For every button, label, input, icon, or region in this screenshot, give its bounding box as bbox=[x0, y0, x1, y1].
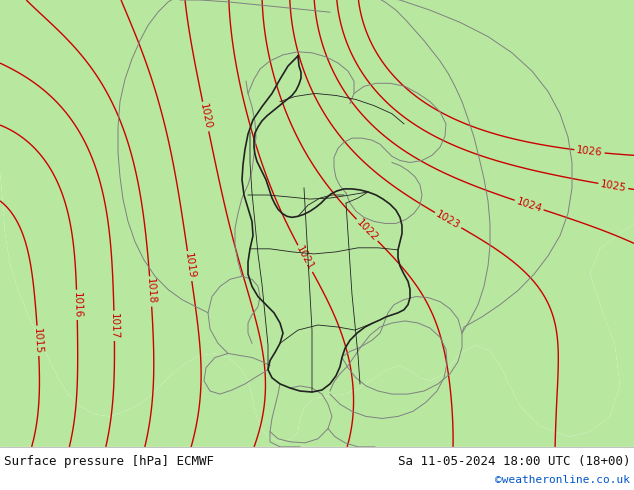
Text: 1020: 1020 bbox=[198, 103, 213, 130]
Text: ©weatheronline.co.uk: ©weatheronline.co.uk bbox=[495, 475, 630, 485]
Text: 1017: 1017 bbox=[109, 313, 119, 339]
Text: 1021: 1021 bbox=[294, 245, 316, 272]
Polygon shape bbox=[0, 0, 634, 442]
Text: 1025: 1025 bbox=[600, 179, 627, 193]
Text: 1015: 1015 bbox=[32, 327, 44, 354]
Text: Surface pressure [hPa] ECMWF: Surface pressure [hPa] ECMWF bbox=[4, 455, 214, 468]
Polygon shape bbox=[0, 172, 634, 447]
Text: 1016: 1016 bbox=[72, 292, 82, 318]
Text: Sa 11-05-2024 18:00 UTC (18+00): Sa 11-05-2024 18:00 UTC (18+00) bbox=[398, 455, 630, 468]
Text: 1022: 1022 bbox=[354, 217, 380, 243]
Text: 1019: 1019 bbox=[183, 252, 197, 280]
Text: 1023: 1023 bbox=[434, 209, 462, 231]
Text: 1018: 1018 bbox=[145, 278, 157, 305]
Text: 1024: 1024 bbox=[515, 196, 543, 214]
Text: 1026: 1026 bbox=[576, 145, 603, 158]
